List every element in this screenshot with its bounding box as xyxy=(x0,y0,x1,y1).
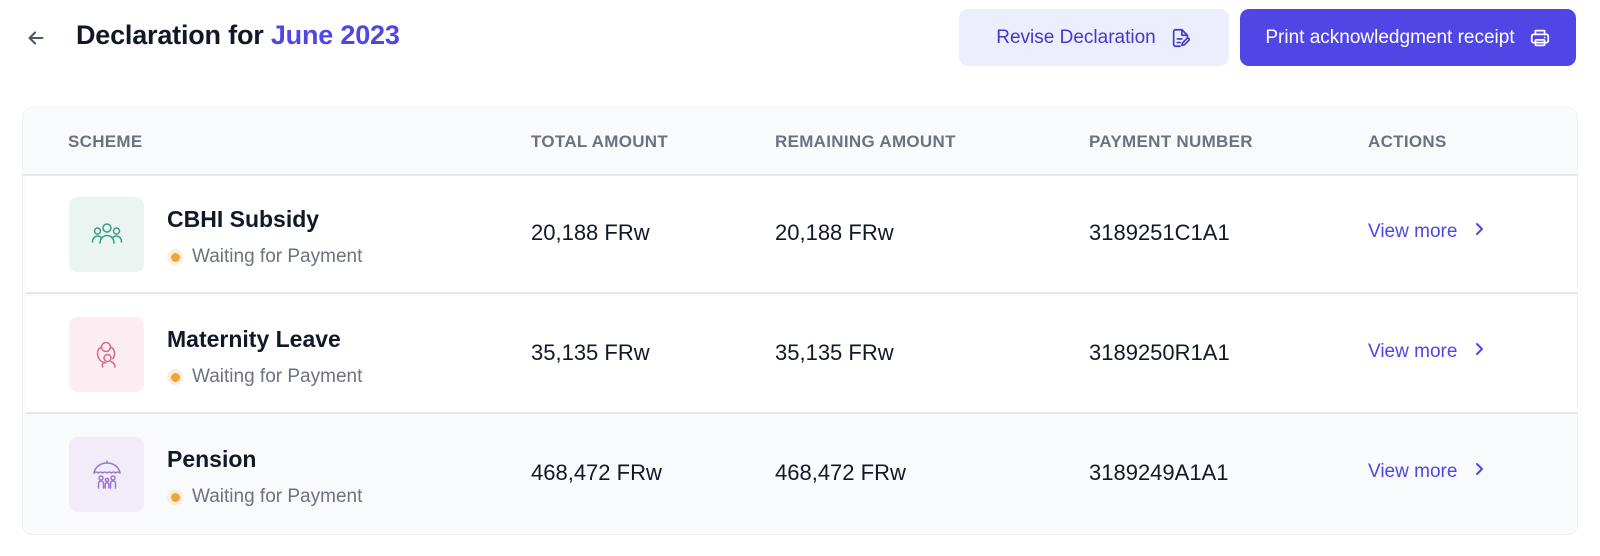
print-acknowledgment-button[interactable]: Print acknowledgment receipt xyxy=(1240,9,1576,66)
status-label: Waiting for Payment xyxy=(192,486,363,507)
table-row: CBHI Subsidy Waiting for Payment 20,188 … xyxy=(25,176,1577,294)
umbrella-family-icon xyxy=(69,437,144,512)
view-more-label: View more xyxy=(1368,221,1458,242)
back-arrow-icon[interactable] xyxy=(22,24,50,52)
column-header-total-amount: TOTAL AMOUNT xyxy=(531,132,669,151)
chevron-right-icon xyxy=(1471,341,1487,363)
column-header-scheme: SCHEME xyxy=(68,132,143,151)
status-badge: Waiting for Payment xyxy=(167,486,362,508)
status-badge: Waiting for Payment xyxy=(167,246,362,268)
column-header-payment-number: PAYMENT NUMBER xyxy=(1089,132,1253,151)
view-more-label: View more xyxy=(1368,461,1458,482)
view-more-link[interactable]: View more xyxy=(1368,461,1487,483)
title-period: June 2023 xyxy=(270,20,400,50)
chevron-right-icon xyxy=(1471,221,1487,243)
printer-icon xyxy=(1529,27,1551,49)
status-badge: Waiting for Payment xyxy=(167,366,362,388)
title-prefix: Declaration for xyxy=(76,20,264,50)
column-header-actions: ACTIONS xyxy=(1368,132,1447,151)
scheme-name: CBHI Subsidy xyxy=(167,206,320,232)
total-amount: 35,135 FRw xyxy=(531,340,650,365)
status-label: Waiting for Payment xyxy=(192,246,363,267)
scheme-name: Maternity Leave xyxy=(167,326,341,352)
revise-declaration-button[interactable]: Revise Declaration xyxy=(959,9,1229,66)
print-acknowledgment-label: Print acknowledgment receipt xyxy=(1265,26,1515,48)
status-label: Waiting for Payment xyxy=(192,366,363,387)
remaining-amount: 468,472 FRw xyxy=(775,460,906,485)
remaining-amount: 20,188 FRw xyxy=(775,220,894,245)
payment-number: 3189251C1A1 xyxy=(1089,220,1230,245)
status-dot-icon xyxy=(167,369,183,385)
table-row: Pension Waiting for Payment 468,472 FRw … xyxy=(25,416,1577,534)
declaration-table: SCHEME TOTAL AMOUNT REMAINING AMOUNT PAY… xyxy=(22,107,1578,535)
status-dot-icon xyxy=(167,489,183,505)
status-dot-icon xyxy=(167,249,183,265)
people-group-icon xyxy=(69,197,144,272)
payment-number: 3189249A1A1 xyxy=(1089,460,1229,485)
table-row: Maternity Leave Waiting for Payment 35,1… xyxy=(25,296,1577,414)
page-header: Declaration for June 2023 Revise Declara… xyxy=(0,0,1600,76)
view-more-label: View more xyxy=(1368,341,1458,362)
table-header: SCHEME TOTAL AMOUNT REMAINING AMOUNT PAY… xyxy=(23,108,1577,176)
view-more-link[interactable]: View more xyxy=(1368,221,1487,243)
mother-baby-icon xyxy=(69,317,144,392)
total-amount: 20,188 FRw xyxy=(531,220,650,245)
chevron-right-icon xyxy=(1471,461,1487,483)
page-title: Declaration for June 2023 xyxy=(76,20,400,51)
column-header-remaining-amount: REMAINING AMOUNT xyxy=(775,132,956,151)
total-amount: 468,472 FRw xyxy=(531,460,662,485)
document-edit-icon xyxy=(1170,27,1192,49)
view-more-link[interactable]: View more xyxy=(1368,341,1487,363)
remaining-amount: 35,135 FRw xyxy=(775,340,894,365)
revise-declaration-label: Revise Declaration xyxy=(996,26,1156,48)
scheme-name: Pension xyxy=(167,446,257,472)
payment-number: 3189250R1A1 xyxy=(1089,340,1230,365)
